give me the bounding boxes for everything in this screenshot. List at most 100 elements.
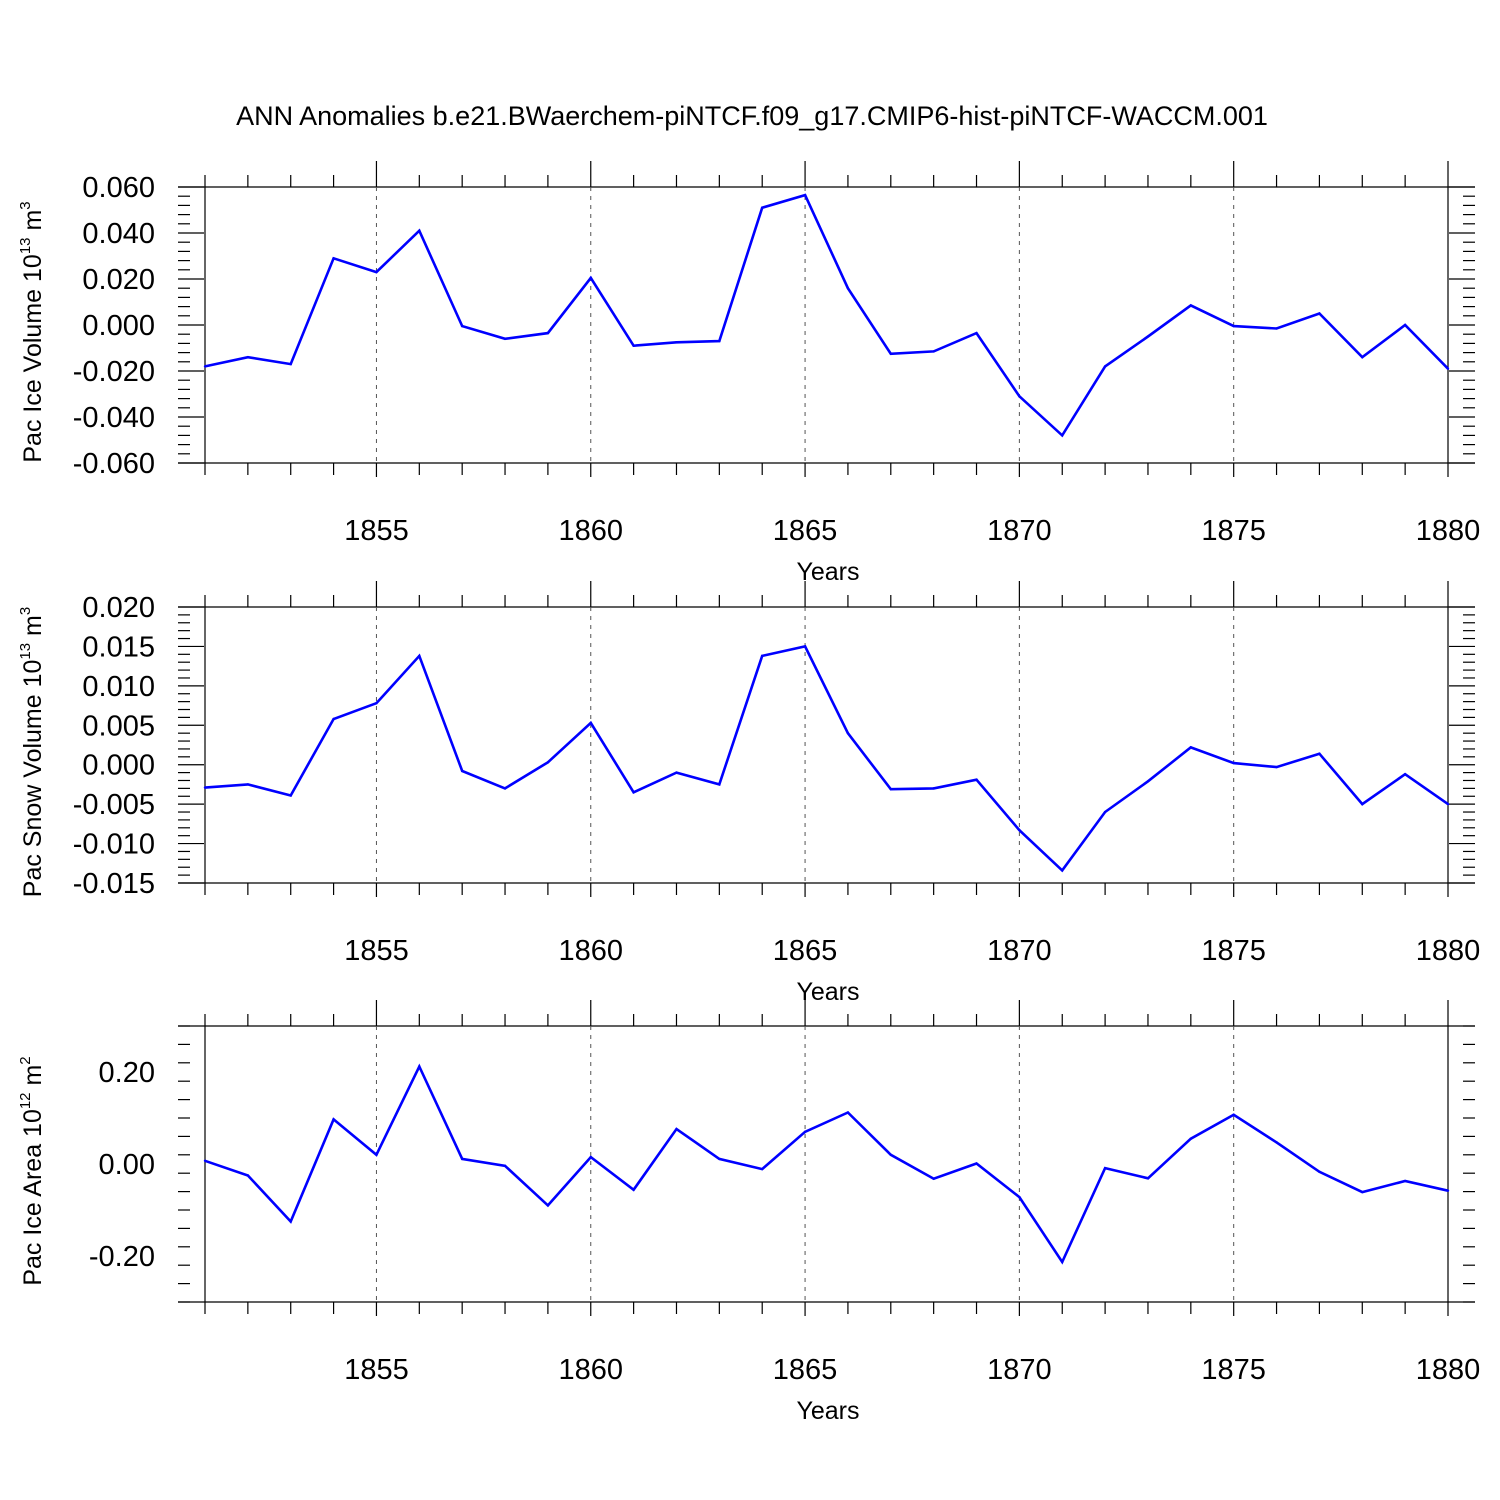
panel-2: -0.015 -0.010 -0.005 0.000 0.005 0.010 0.015 0.…	[17, 581, 1480, 1006]
x-tick-label: 1865	[773, 1354, 838, 1386]
y-axis-label: Pac Snow Volume 1013 m3	[17, 607, 47, 897]
data-point	[889, 787, 892, 791]
x-tick-label: 1870	[987, 515, 1052, 547]
y-tick-label: 0.20	[99, 1057, 155, 1089]
x-tick-label: 1865	[773, 515, 838, 547]
panel-1: -0.060 -0.040 -0.020 0.000 0.020 0.040 0.060 18…	[17, 161, 1480, 586]
data-point	[1446, 802, 1450, 806]
data-point	[375, 702, 378, 705]
data-point	[932, 787, 935, 790]
series-line	[204, 193, 1449, 438]
y-tick-label: -0.20	[89, 1241, 155, 1273]
x-tick-label: 1870	[987, 1354, 1052, 1386]
data-point	[1275, 765, 1278, 769]
data-point	[846, 731, 850, 735]
data-point	[1232, 324, 1235, 328]
y-tick-label: 0.060	[82, 172, 155, 204]
data-point	[1018, 395, 1021, 398]
data-point	[460, 1157, 464, 1161]
y-axis-label: Pac Ice Area 1012 m2	[17, 1056, 47, 1285]
data-point	[375, 1153, 378, 1157]
x-tick-label: 1875	[1201, 935, 1266, 967]
data-point	[503, 337, 507, 340]
data-point	[332, 1118, 335, 1121]
data-point	[803, 193, 807, 197]
data-point	[460, 769, 464, 773]
x-tick-label: 1860	[559, 935, 624, 967]
data-point	[1146, 335, 1150, 338]
data-point	[589, 276, 592, 280]
data-point	[1446, 367, 1450, 370]
data-point	[1275, 327, 1278, 330]
panels: -0.060 -0.040 -0.020 0.000 0.020 0.040 0.060 18…	[17, 161, 1480, 1425]
x-tick-label: 1855	[344, 1354, 409, 1386]
data-point	[846, 287, 850, 290]
y-tick-label: 0.020	[82, 592, 155, 624]
series-line	[204, 644, 1449, 873]
y-tick-label: -0.010	[73, 829, 155, 861]
x-tick-label: 1880	[1416, 935, 1481, 967]
data-point	[203, 1159, 207, 1162]
data-point	[889, 352, 892, 355]
data-point	[503, 1164, 507, 1168]
data-point	[975, 778, 978, 781]
y-tick-label: 0.005	[82, 710, 155, 742]
data-point	[1275, 1141, 1278, 1144]
x-tick-label: 1880	[1416, 1354, 1481, 1386]
panel-3: -0.20 0.00 0.20 1855 1860 1865 1870 1875 1880 Yea…	[17, 1000, 1480, 1425]
data-point	[1318, 312, 1321, 315]
data-point	[1318, 752, 1321, 755]
data-point	[1361, 1190, 1364, 1194]
data-point	[975, 331, 978, 335]
data-point	[246, 356, 250, 359]
data-point	[203, 365, 207, 368]
data-point	[675, 771, 678, 774]
data-point	[1361, 356, 1364, 359]
y-tick-label: -0.060	[73, 448, 155, 480]
x-axis-label: Years	[796, 1397, 859, 1425]
y-tick-label: 0.000	[82, 310, 155, 342]
data-point	[1061, 869, 1064, 872]
data-point	[1403, 323, 1407, 327]
data-point	[1061, 1260, 1064, 1264]
data-point	[418, 1065, 421, 1068]
data-point	[1103, 1166, 1107, 1170]
data-point	[375, 270, 378, 274]
y-tick-label: 0.040	[82, 218, 155, 250]
data-point	[675, 1127, 678, 1131]
data-point	[1103, 810, 1107, 814]
data-point	[846, 1111, 850, 1114]
data-point	[718, 1157, 721, 1161]
x-axis-label: Years	[796, 978, 859, 1006]
data-point	[1189, 746, 1193, 749]
data-point	[246, 783, 250, 786]
data-point	[246, 1174, 250, 1177]
data-point	[1232, 1113, 1235, 1116]
data-point	[1318, 1170, 1321, 1174]
data-point	[632, 791, 635, 794]
y-tick-label: -0.015	[73, 868, 155, 900]
data-point	[589, 1155, 592, 1159]
data-point	[460, 324, 464, 328]
data-point	[1018, 828, 1021, 832]
y-tick-label: -0.005	[73, 789, 155, 821]
data-point	[503, 787, 507, 790]
data-point	[1146, 780, 1150, 783]
data-point	[1403, 1179, 1407, 1183]
x-tick-label: 1870	[987, 935, 1052, 967]
y-tick-label: -0.020	[73, 356, 155, 388]
data-point	[332, 257, 335, 260]
x-tick-label: 1860	[559, 1354, 624, 1386]
x-tick-label: 1880	[1416, 515, 1481, 547]
y-tick-label: 0.010	[82, 671, 155, 703]
data-point	[1103, 365, 1107, 368]
data-point	[418, 654, 421, 658]
data-point	[803, 1130, 807, 1134]
data-point	[289, 794, 292, 797]
data-point	[589, 721, 592, 725]
data-point	[761, 654, 764, 658]
data-point	[289, 362, 292, 366]
x-axis-label: Years	[796, 558, 859, 586]
series-line	[204, 1063, 1449, 1265]
